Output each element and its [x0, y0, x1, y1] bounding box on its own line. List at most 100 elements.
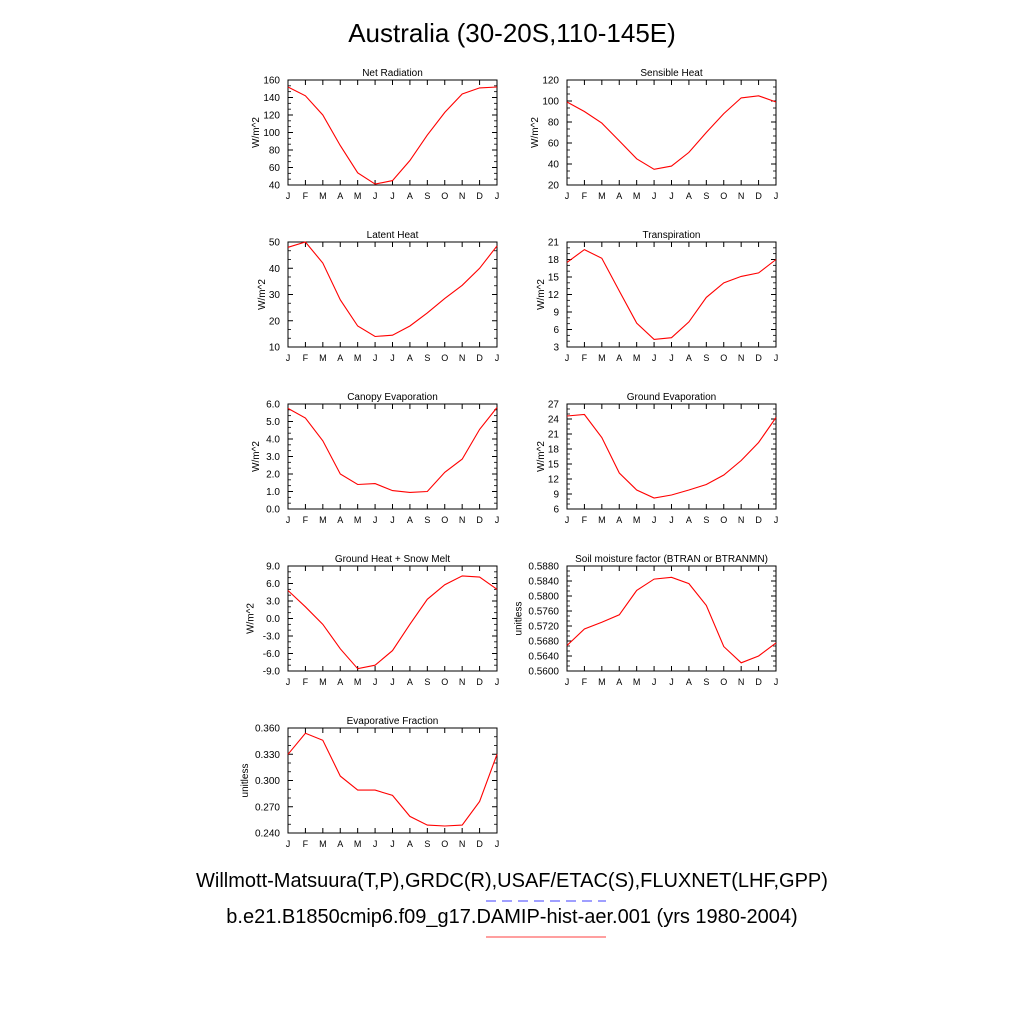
y-axis-label: W/m^2 [251, 441, 262, 472]
chart-title: Latent Heat [367, 230, 419, 241]
x-tick-label: A [616, 353, 622, 363]
y-tick-label: 50 [269, 238, 281, 249]
chart-title: Ground Evaporation [627, 392, 717, 403]
x-tick-label: D [755, 191, 762, 201]
y-tick-label: 9 [553, 308, 559, 319]
y-tick-label: 3.0 [266, 597, 280, 608]
chart-title: Net Radiation [362, 68, 423, 79]
x-tick-label: A [337, 353, 343, 363]
plot-frame [287, 565, 498, 672]
plot-frame [287, 403, 498, 510]
y-tick-label: 0.5840 [528, 577, 559, 588]
series-line-0 [287, 407, 498, 493]
x-tick-label: J [286, 839, 291, 849]
y-tick-label: 4.0 [266, 435, 280, 446]
x-tick-label: D [476, 839, 483, 849]
y-axis-label: W/m^2 [251, 117, 262, 148]
y-tick-label: 6.0 [266, 579, 280, 590]
x-tick-label: S [703, 515, 709, 525]
y-tick-label: 60 [269, 163, 281, 174]
y-tick-label: 0.5800 [528, 592, 559, 603]
x-tick-label: F [303, 677, 309, 687]
plot-frame [287, 79, 498, 186]
x-tick-label: J [565, 677, 570, 687]
x-tick-label: D [476, 515, 483, 525]
x-tick-label: J [565, 515, 570, 525]
y-tick-label: 18 [548, 445, 560, 456]
y-tick-label: -9.0 [263, 667, 281, 678]
y-tick-label: 0.5760 [528, 607, 559, 618]
x-tick-label: S [424, 191, 430, 201]
chart-title: Evaporative Fraction [347, 716, 439, 727]
x-tick-label: M [633, 191, 641, 201]
x-tick-label: M [319, 191, 327, 201]
x-tick-label: J [286, 191, 291, 201]
x-tick-label: A [407, 677, 413, 687]
y-tick-label: 140 [263, 93, 280, 104]
x-tick-label: F [303, 839, 309, 849]
y-tick-label: 160 [263, 76, 280, 87]
x-tick-label: D [755, 353, 762, 363]
x-tick-label: J [652, 677, 657, 687]
y-tick-label: 80 [269, 146, 281, 157]
x-tick-label: F [582, 515, 588, 525]
x-tick-label: J [774, 353, 779, 363]
x-tick-label: J [390, 677, 395, 687]
x-tick-label: M [633, 353, 641, 363]
y-tick-label: 15 [548, 273, 560, 284]
plot-frame [566, 79, 777, 186]
y-tick-label: 24 [548, 415, 560, 426]
y-tick-label: 1.0 [266, 487, 280, 498]
y-tick-label: 100 [263, 128, 280, 139]
x-tick-label: J [565, 353, 570, 363]
y-tick-label: 40 [548, 160, 560, 171]
y-tick-label: 12 [548, 290, 560, 301]
x-tick-label: A [337, 839, 343, 849]
series-line-0 [566, 413, 777, 499]
series-line-0 [566, 95, 777, 170]
chart-title: Transpiration [643, 230, 701, 241]
y-tick-label: 6.0 [266, 400, 280, 411]
x-tick-label: A [337, 677, 343, 687]
x-tick-label: D [755, 515, 762, 525]
y-tick-label: 0.240 [255, 829, 280, 840]
x-tick-label: O [720, 191, 727, 201]
x-tick-label: O [441, 191, 448, 201]
x-tick-label: D [476, 191, 483, 201]
x-tick-label: A [407, 515, 413, 525]
y-tick-label: 3.0 [266, 452, 280, 463]
x-tick-label: N [459, 353, 466, 363]
x-tick-label: N [738, 677, 745, 687]
y-tick-label: -3.0 [263, 632, 281, 643]
x-tick-label: S [424, 677, 430, 687]
y-tick-label: 30 [269, 290, 281, 301]
y-axis-label: W/m^2 [536, 441, 547, 472]
x-tick-label: J [669, 677, 674, 687]
x-tick-label: M [598, 677, 606, 687]
x-tick-label: A [616, 191, 622, 201]
y-tick-label: 0.5880 [528, 562, 559, 573]
y-tick-label: 120 [263, 111, 280, 122]
x-tick-label: F [582, 353, 588, 363]
x-tick-label: J [774, 515, 779, 525]
x-tick-label: N [459, 839, 466, 849]
x-tick-label: A [337, 515, 343, 525]
x-tick-label: N [738, 515, 745, 525]
x-tick-label: J [652, 353, 657, 363]
x-tick-label: J [390, 839, 395, 849]
chart-title: Soil moisture factor (BTRAN or BTRANMN) [575, 554, 768, 565]
x-tick-label: M [598, 353, 606, 363]
y-tick-label: 27 [548, 400, 560, 411]
x-tick-label: J [495, 677, 500, 687]
y-tick-label: 6 [553, 505, 559, 516]
y-tick-label: 12 [548, 475, 560, 486]
x-tick-label: F [303, 515, 309, 525]
x-tick-label: F [582, 191, 588, 201]
